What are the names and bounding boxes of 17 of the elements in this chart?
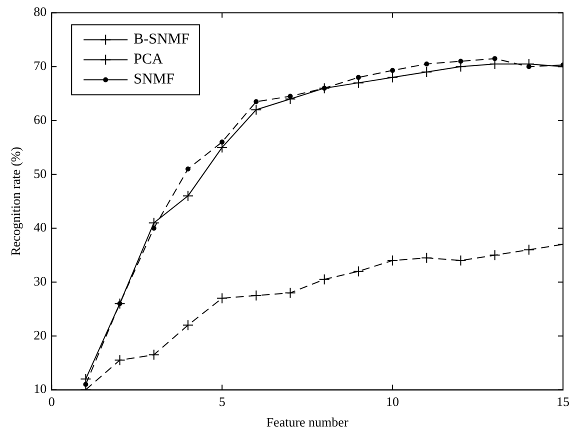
y-axis-title: Recognition rate (%) [8,146,24,256]
y-tick-label: 60 [34,112,47,127]
y-tick-label: 30 [34,274,47,289]
legend-label: B-SNMF [134,32,190,48]
y-tick-label: 70 [34,58,47,74]
x-tick-label: 15 [556,394,570,410]
y-tick-label: 80 [34,4,47,20]
y-tick-label: 10 [34,381,47,396]
x-tick-label: 10 [386,394,400,410]
y-tick-label: 50 [34,166,47,181]
x-tick-label: 0 [48,394,55,410]
legend-label: SNMF [134,72,174,88]
legend-label: PCA [134,52,163,68]
y-tick-label: 40 [34,220,47,235]
x-axis-title: Feature number [266,414,349,430]
y-tick-label: 20 [34,327,47,342]
x-tick-label: 5 [218,394,226,410]
